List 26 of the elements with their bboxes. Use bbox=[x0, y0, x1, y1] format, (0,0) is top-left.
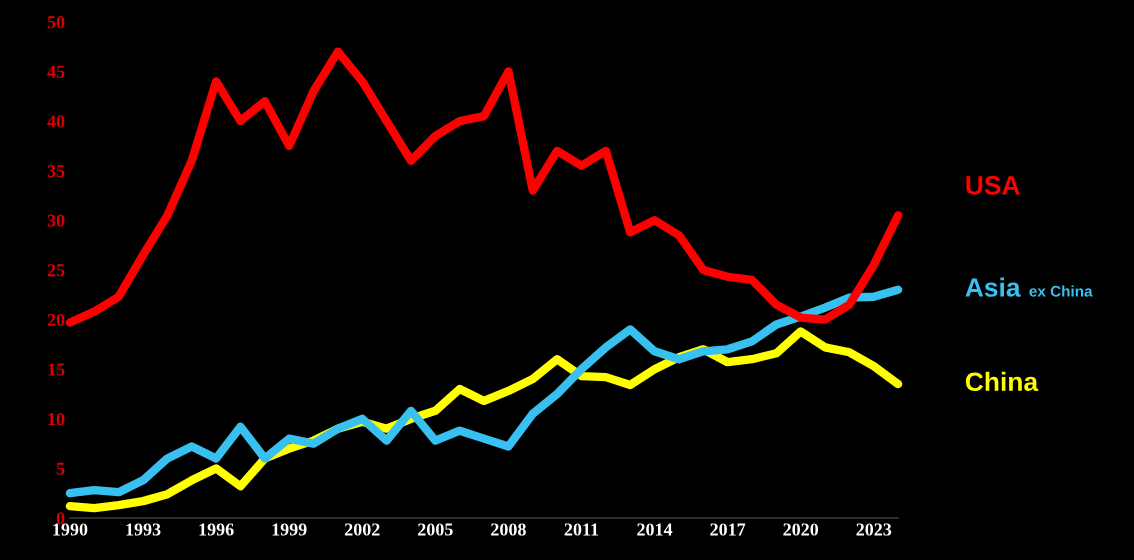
x-tick-label: 2017 bbox=[710, 523, 746, 536]
x-tick-label: 1996 bbox=[199, 523, 234, 536]
x-tick-label: 2008 bbox=[491, 523, 526, 536]
x-tick-label: 2005 bbox=[418, 523, 453, 536]
x-tick-label: 1999 bbox=[272, 523, 307, 536]
y-tick-label: 50 bbox=[47, 16, 65, 29]
y-tick-label: 5 bbox=[56, 462, 65, 475]
text: China bbox=[965, 371, 1039, 392]
y-tick-label: 10 bbox=[48, 413, 65, 426]
text: Asia ex China bbox=[965, 277, 1093, 297]
x-tick-label: 2011 bbox=[564, 523, 599, 536]
y-tick-label: 20 bbox=[47, 313, 65, 326]
y-tick-label: 0 bbox=[56, 512, 65, 525]
y-tick-label: 45 bbox=[47, 65, 65, 78]
y-tick-label: 40 bbox=[47, 115, 65, 128]
x-tick-label: 1993 bbox=[126, 523, 161, 536]
x-tick-label: 2020 bbox=[783, 523, 819, 536]
text: USA bbox=[966, 175, 1020, 195]
x-tick-label: 2014 bbox=[637, 523, 673, 536]
x-tick-label: 2002 bbox=[344, 523, 380, 536]
x-tick-label: 2023 bbox=[856, 523, 892, 536]
y-tick-label: 25 bbox=[47, 264, 65, 277]
y-tick-label: 30 bbox=[47, 214, 65, 227]
y-tick-label: 35 bbox=[47, 165, 65, 178]
x-tick-label: 1990 bbox=[53, 523, 88, 536]
y-tick-label: 15 bbox=[48, 363, 65, 376]
